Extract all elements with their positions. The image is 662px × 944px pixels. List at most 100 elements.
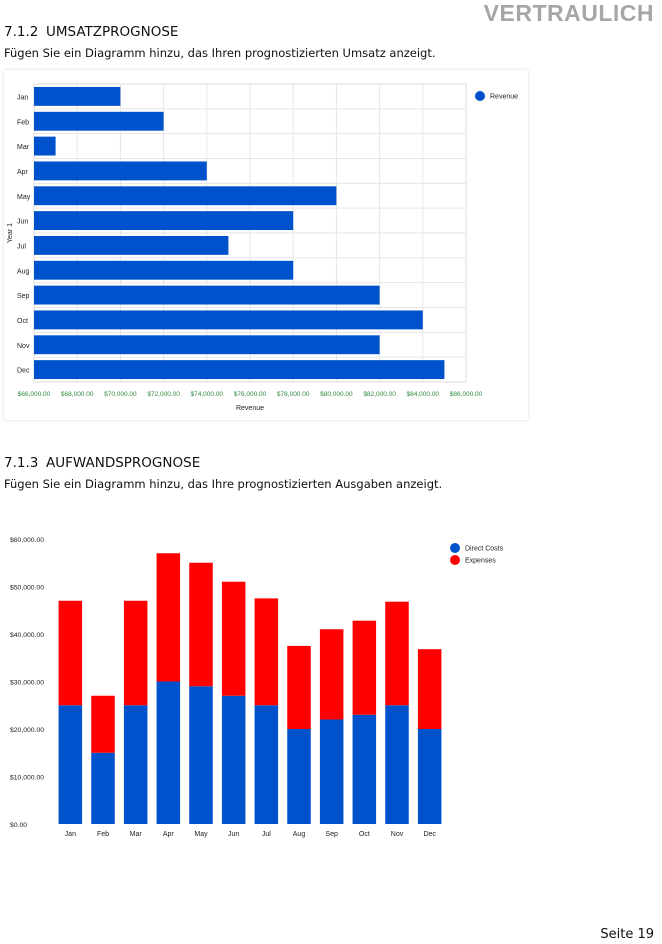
x-tick-label: $74,000.00: [191, 391, 224, 398]
category-label: Sep: [17, 293, 30, 300]
bar-direct-costs: [156, 681, 181, 824]
bar-revenue: [34, 211, 294, 231]
legend-label: Expenses: [465, 558, 496, 565]
page-number: Seite 19: [600, 927, 654, 942]
bar-revenue: [34, 136, 56, 156]
bar-expenses: [319, 629, 344, 720]
legend-swatch-direct-costs: [450, 543, 460, 553]
section-heading-revenue: 7.1.2 UMSATZPROGNOSE: [4, 24, 178, 40]
bar-revenue: [34, 260, 294, 280]
x-tick-label: $72,000.00: [147, 391, 180, 398]
bar-expenses: [254, 598, 279, 706]
bar-expenses: [156, 553, 181, 682]
category-label: Oct: [17, 318, 28, 325]
section-description-revenue: Fügen Sie ein Diagramm hinzu, das Ihren …: [4, 46, 436, 60]
category-label: Nov: [391, 831, 404, 838]
legend-label: Direct Costs: [465, 546, 504, 553]
confidential-watermark: VERTRAULICH: [483, 0, 654, 26]
bar-direct-costs: [352, 714, 377, 824]
bar-expenses: [189, 562, 213, 687]
x-tick-label: $66,000.00: [18, 391, 51, 398]
bar-expenses: [123, 600, 148, 706]
bar-expenses: [385, 601, 409, 706]
bar-direct-costs: [123, 705, 148, 824]
section-title: AUFWANDSPROGNOSE: [46, 455, 201, 471]
expenses-chart-svg: $0.00 $10,000.00 $20,000.00 $30,000.00 $40,0…: [10, 537, 504, 838]
category-label: Mar: [130, 831, 143, 838]
bar-revenue: [34, 161, 207, 181]
plot-frame: [33, 83, 467, 383]
bar-expenses: [58, 600, 83, 706]
category-label: Dec: [17, 368, 30, 375]
category-label: Feb: [97, 831, 109, 838]
category-label: Sep: [325, 831, 338, 838]
legend-label: Revenue: [490, 94, 518, 101]
revenue-chart-svg: Jan Feb Mar Apr May Jun Jul Aug Sep Oct Nov Dec $66,…: [7, 83, 518, 412]
category-label: Aug: [17, 268, 30, 275]
bar-direct-costs: [189, 686, 213, 824]
bar-direct-costs: [417, 729, 442, 824]
bar-direct-costs: [254, 705, 279, 824]
bar-direct-costs: [385, 705, 409, 824]
category-label: Jun: [17, 219, 28, 226]
category-label: Feb: [17, 119, 29, 126]
x-tick-label: $84,000.00: [407, 391, 440, 398]
x-tick-label: $68,000.00: [61, 391, 94, 398]
category-label: Nov: [17, 343, 30, 350]
bar-expenses: [417, 649, 442, 729]
bar-revenue: [34, 111, 164, 131]
bar-revenue: [34, 310, 423, 330]
revenue-chart: Jan Feb Mar Apr May Jun Jul Aug Sep Oct Nov Dec $66,…: [4, 70, 528, 420]
bar-revenue: [34, 86, 121, 106]
y-tick-label: $20,000.00: [10, 727, 44, 734]
section-title: UMSATZPROGNOSE: [46, 24, 179, 40]
x-tick-label: $78,000.00: [277, 391, 310, 398]
category-label: Jan: [65, 831, 76, 838]
category-label: May: [17, 194, 31, 201]
section-description-expenses: Fügen Sie ein Diagramm hinzu, das Ihre p…: [4, 477, 443, 491]
bar-revenue: [34, 285, 380, 305]
y-axis-label: Year 1: [7, 223, 14, 243]
bar-expenses: [287, 645, 311, 729]
section-number: 7.1.2: [4, 24, 39, 40]
bar-direct-costs: [91, 752, 115, 824]
y-tick-label: $0.00: [10, 822, 27, 829]
bar-expenses: [352, 620, 377, 715]
bar-direct-costs: [221, 695, 246, 824]
bar-revenue: [34, 360, 445, 380]
legend-swatch-revenue: [475, 91, 485, 101]
category-label: Apr: [17, 169, 29, 176]
x-axis-label: Revenue: [236, 405, 264, 412]
category-label: Jul: [262, 831, 271, 838]
bar-revenue: [34, 235, 229, 255]
bar-revenue: [34, 335, 380, 355]
category-label: Jun: [228, 831, 239, 838]
category-label: May: [194, 831, 208, 838]
x-tick-label: $86,000.00: [450, 391, 483, 398]
bar-expenses: [221, 581, 246, 696]
category-label: Dec: [423, 831, 436, 838]
x-tick-label: $70,000.00: [104, 391, 137, 398]
bar-direct-costs: [319, 719, 344, 824]
x-tick-label: $80,000.00: [320, 391, 353, 398]
section-heading-expenses: 7.1.3 AUFWANDSPROGNOSE: [4, 455, 200, 471]
category-label: Mar: [17, 144, 30, 151]
x-tick-label: $82,000.00: [363, 391, 396, 398]
section-number: 7.1.3: [4, 455, 39, 471]
category-label: Oct: [359, 831, 370, 838]
legend-swatch-expenses: [450, 555, 460, 565]
y-tick-label: $40,000.00: [10, 632, 44, 639]
bar-direct-costs: [58, 705, 83, 824]
category-label: Jul: [17, 243, 26, 250]
y-tick-label: $60,000.00: [10, 537, 44, 544]
y-tick-label: $50,000.00: [10, 585, 44, 592]
category-label: Apr: [163, 831, 175, 838]
y-tick-label: $10,000.00: [10, 775, 44, 782]
category-label: Aug: [293, 831, 306, 838]
y-tick-label: $30,000.00: [10, 680, 44, 687]
category-label: Jan: [17, 94, 28, 101]
x-tick-label: $76,000.00: [234, 391, 267, 398]
bar-expenses: [91, 695, 115, 753]
expenses-chart: $0.00 $10,000.00 $20,000.00 $30,000.00 $40,0…: [4, 522, 528, 844]
bar-revenue: [34, 186, 337, 206]
